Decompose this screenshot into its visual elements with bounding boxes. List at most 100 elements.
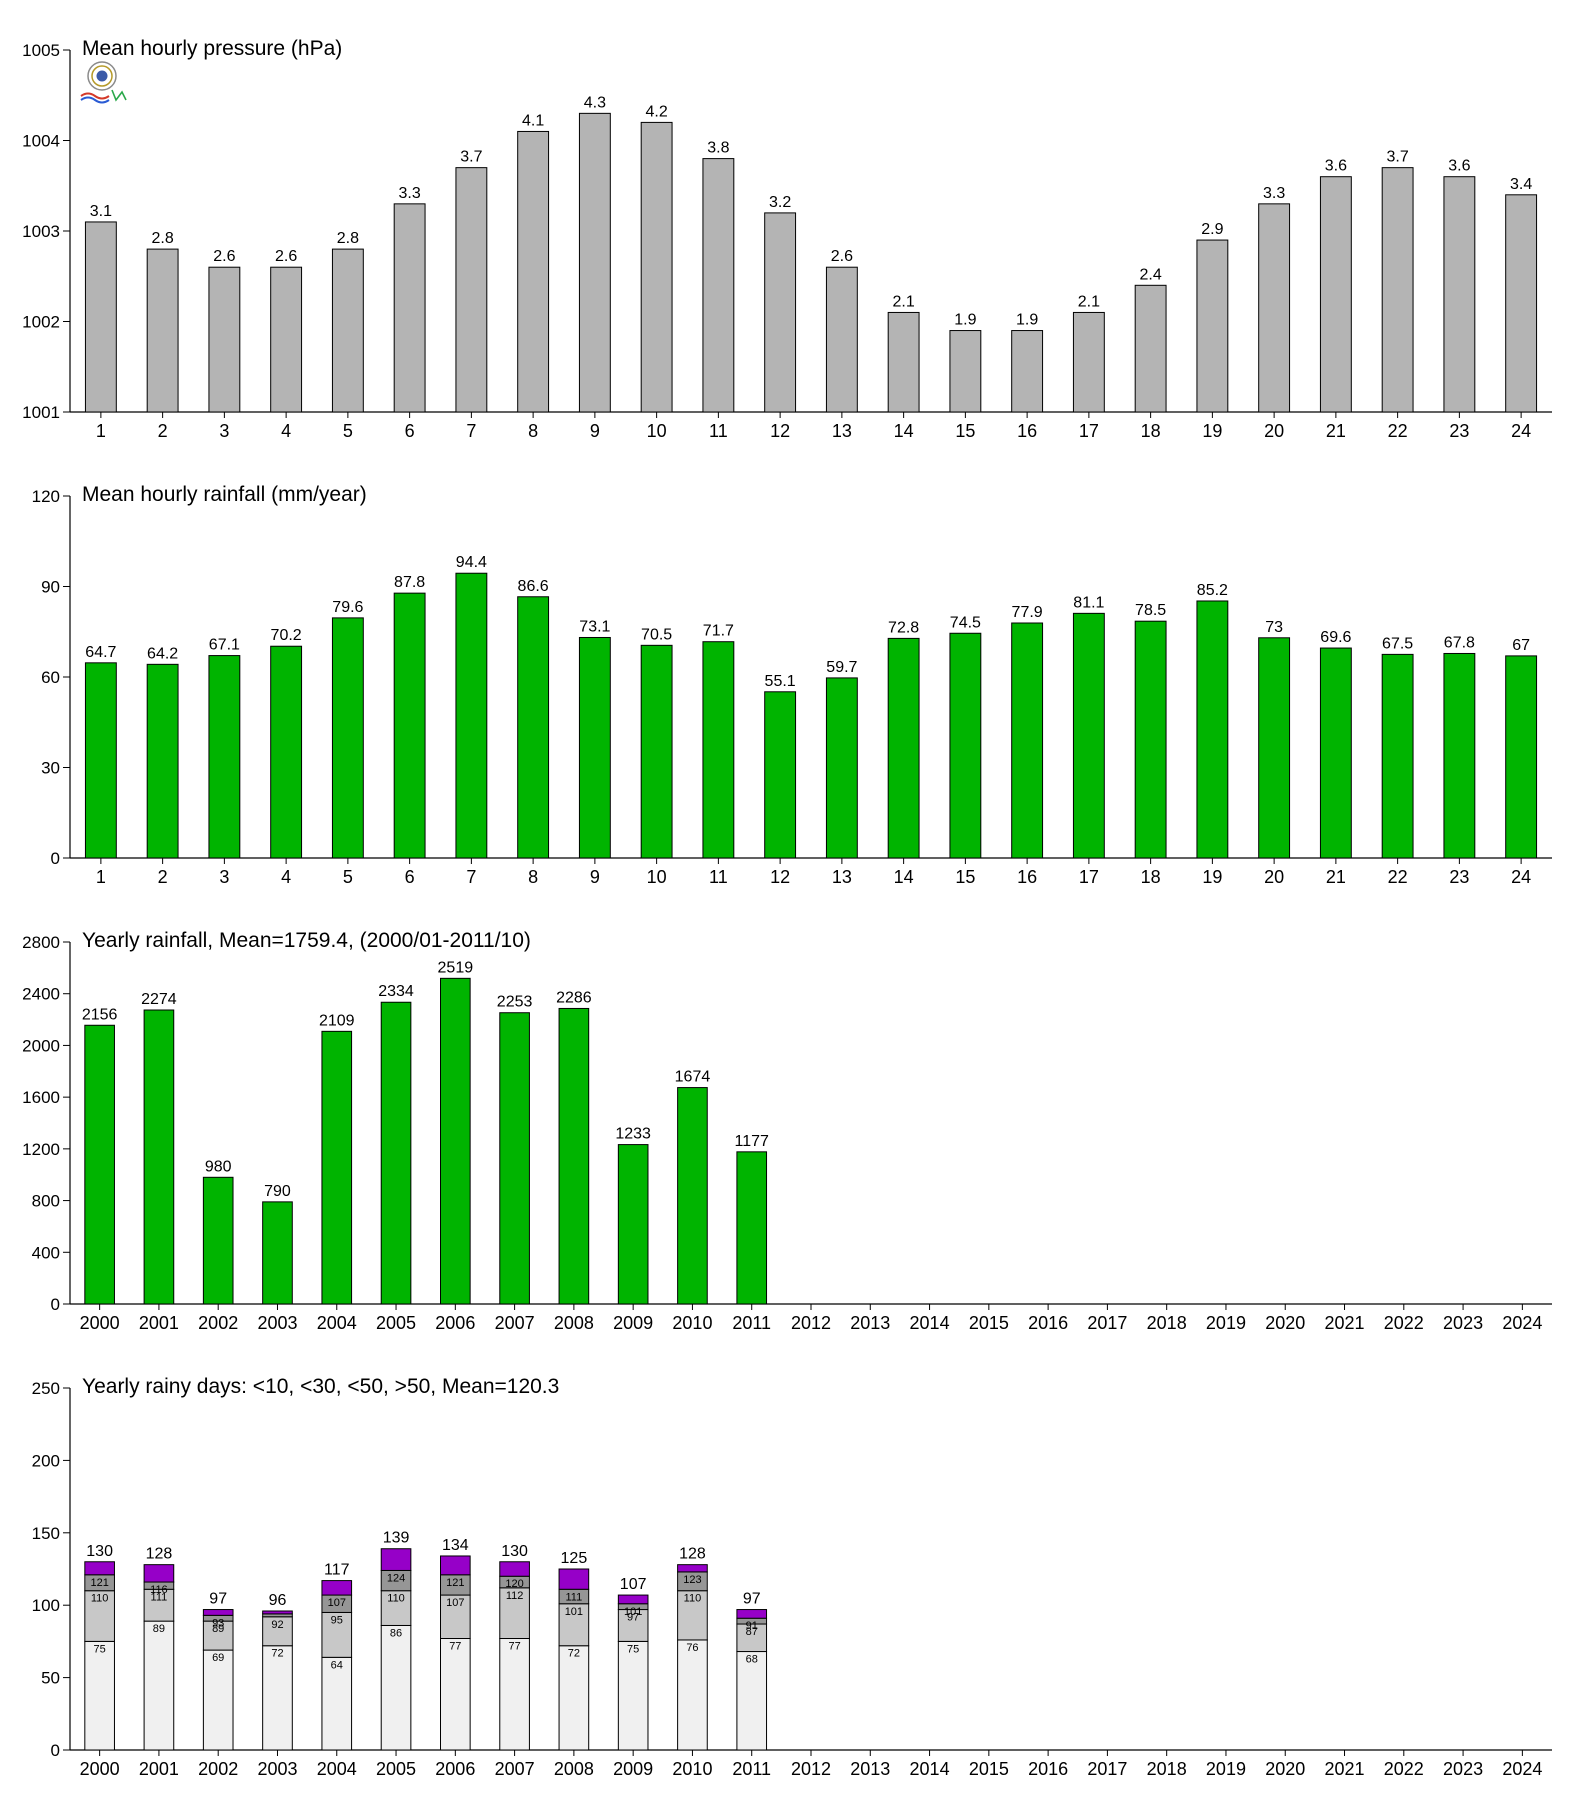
x-tick-label: 2007 xyxy=(495,1313,535,1333)
bar-value-label: 64.7 xyxy=(85,644,116,661)
x-tick-label: 2013 xyxy=(850,1313,890,1333)
segment-lt10 xyxy=(84,1640,115,1751)
bar-total-label: 128 xyxy=(146,1546,173,1563)
x-tick-label: 9 xyxy=(590,421,600,441)
bar xyxy=(393,203,426,413)
bar-value-label: 69.6 xyxy=(1320,629,1351,646)
bar-value-label: 73.1 xyxy=(579,618,610,635)
x-tick-label: 2010 xyxy=(672,1759,712,1779)
x-tick-label: 2024 xyxy=(1502,1313,1542,1333)
x-tick-label: 2017 xyxy=(1087,1313,1127,1333)
x-tick-label: 2021 xyxy=(1324,1313,1364,1333)
bar xyxy=(558,1007,590,1305)
segment-value-label: 93 xyxy=(212,1617,224,1629)
segment-lt10 xyxy=(736,1651,768,1751)
segment-value-label: 110 xyxy=(684,1593,702,1605)
x-tick-label: 2019 xyxy=(1206,1313,1246,1333)
y-tick-label: 100 xyxy=(32,1596,60,1615)
segment-lt10 xyxy=(202,1649,234,1751)
segment-value-label: 107 xyxy=(446,1597,464,1609)
x-tick-label: 2002 xyxy=(198,1313,238,1333)
y-tick-label: 1005 xyxy=(22,41,60,60)
segment-value-label: 112 xyxy=(506,1590,524,1602)
x-tick-label: 16 xyxy=(1017,421,1037,441)
bar-value-label: 67.8 xyxy=(1444,634,1475,651)
y-tick-label: 800 xyxy=(32,1192,60,1211)
bar xyxy=(1319,176,1352,413)
bar xyxy=(1011,622,1044,859)
bar xyxy=(617,1144,649,1305)
chart-title: Yearly rainfall, Mean=1759.4, (2000/01-2… xyxy=(82,929,531,952)
y-tick-label: 0 xyxy=(51,1741,60,1760)
bar-total-label: 107 xyxy=(620,1576,647,1593)
y-tick-label: 1001 xyxy=(22,403,60,422)
bar-value-label: 59.7 xyxy=(826,659,857,676)
segment-gt50 xyxy=(262,1610,293,1615)
x-tick-label: 13 xyxy=(832,421,852,441)
bar-value-label: 79.6 xyxy=(332,599,363,616)
x-tick-label: 22 xyxy=(1388,421,1408,441)
bar-value-label: 74.5 xyxy=(950,614,981,631)
x-tick-label: 2012 xyxy=(791,1313,831,1333)
bar-value-label: 2.8 xyxy=(337,230,359,247)
x-tick-label: 24 xyxy=(1511,421,1531,441)
bar xyxy=(380,1001,412,1305)
bar-value-label: 1233 xyxy=(615,1126,651,1143)
bar-value-label: 3.2 xyxy=(769,194,791,211)
bar-value-label: 4.1 xyxy=(522,112,544,129)
x-tick-label: 4 xyxy=(281,421,291,441)
x-tick-label: 3 xyxy=(219,867,229,887)
segment-lt30 xyxy=(499,1587,530,1640)
y-tick-label: 1002 xyxy=(22,313,60,332)
x-tick-label: 3 xyxy=(219,421,229,441)
x-tick-label: 2 xyxy=(158,421,168,441)
x-tick-label: 2003 xyxy=(257,1313,297,1333)
bar xyxy=(887,311,920,413)
x-tick-label: 7 xyxy=(466,421,476,441)
x-tick-label: 2008 xyxy=(554,1313,594,1333)
segment-gt50 xyxy=(202,1609,234,1616)
bar xyxy=(1443,652,1476,859)
segment-lt30 xyxy=(677,1590,708,1641)
bar xyxy=(84,662,117,859)
y-tick-label: 60 xyxy=(41,668,60,687)
x-tick-label: 2015 xyxy=(969,1313,1009,1333)
x-tick-label: 20 xyxy=(1264,421,1284,441)
bar-value-label: 70.2 xyxy=(271,627,302,644)
x-tick-label: 19 xyxy=(1202,421,1222,441)
bar-value-label: 2.6 xyxy=(831,248,853,265)
bar-value-label: 2.6 xyxy=(213,248,235,265)
x-tick-label: 2019 xyxy=(1206,1759,1246,1779)
bar xyxy=(208,655,241,859)
y-tick-label: 0 xyxy=(51,849,60,868)
x-tick-label: 2001 xyxy=(139,1313,179,1333)
bar xyxy=(517,130,550,413)
segment-value-label: 95 xyxy=(331,1614,343,1626)
y-tick-label: 150 xyxy=(32,1524,60,1543)
bar-value-label: 2274 xyxy=(141,991,177,1008)
segment-value-label: 116 xyxy=(150,1584,168,1596)
segment-value-label: 69 xyxy=(212,1652,224,1664)
x-tick-label: 11 xyxy=(709,421,728,441)
x-tick-label: 2023 xyxy=(1443,1759,1483,1779)
bar-value-label: 2.1 xyxy=(1078,293,1100,310)
segment-lt10 xyxy=(143,1620,175,1751)
bar-total-label: 128 xyxy=(679,1546,706,1563)
segment-value-label: 110 xyxy=(91,1593,109,1605)
bar xyxy=(1072,311,1105,413)
x-tick-label: 2014 xyxy=(910,1759,950,1779)
bar xyxy=(455,167,488,413)
bar-value-label: 73 xyxy=(1265,619,1283,636)
segment-gt50 xyxy=(736,1609,768,1619)
x-tick-label: 2013 xyxy=(850,1759,890,1779)
bar xyxy=(262,1201,293,1305)
segment-value-label: 75 xyxy=(94,1643,106,1655)
x-tick-label: 2008 xyxy=(554,1759,594,1779)
x-tick-label: 10 xyxy=(647,421,667,441)
segment-value-label: 111 xyxy=(151,1591,168,1603)
bar-value-label: 2.8 xyxy=(152,230,174,247)
bar xyxy=(949,330,982,413)
bar xyxy=(764,212,797,413)
segment-lt30 xyxy=(558,1603,590,1647)
